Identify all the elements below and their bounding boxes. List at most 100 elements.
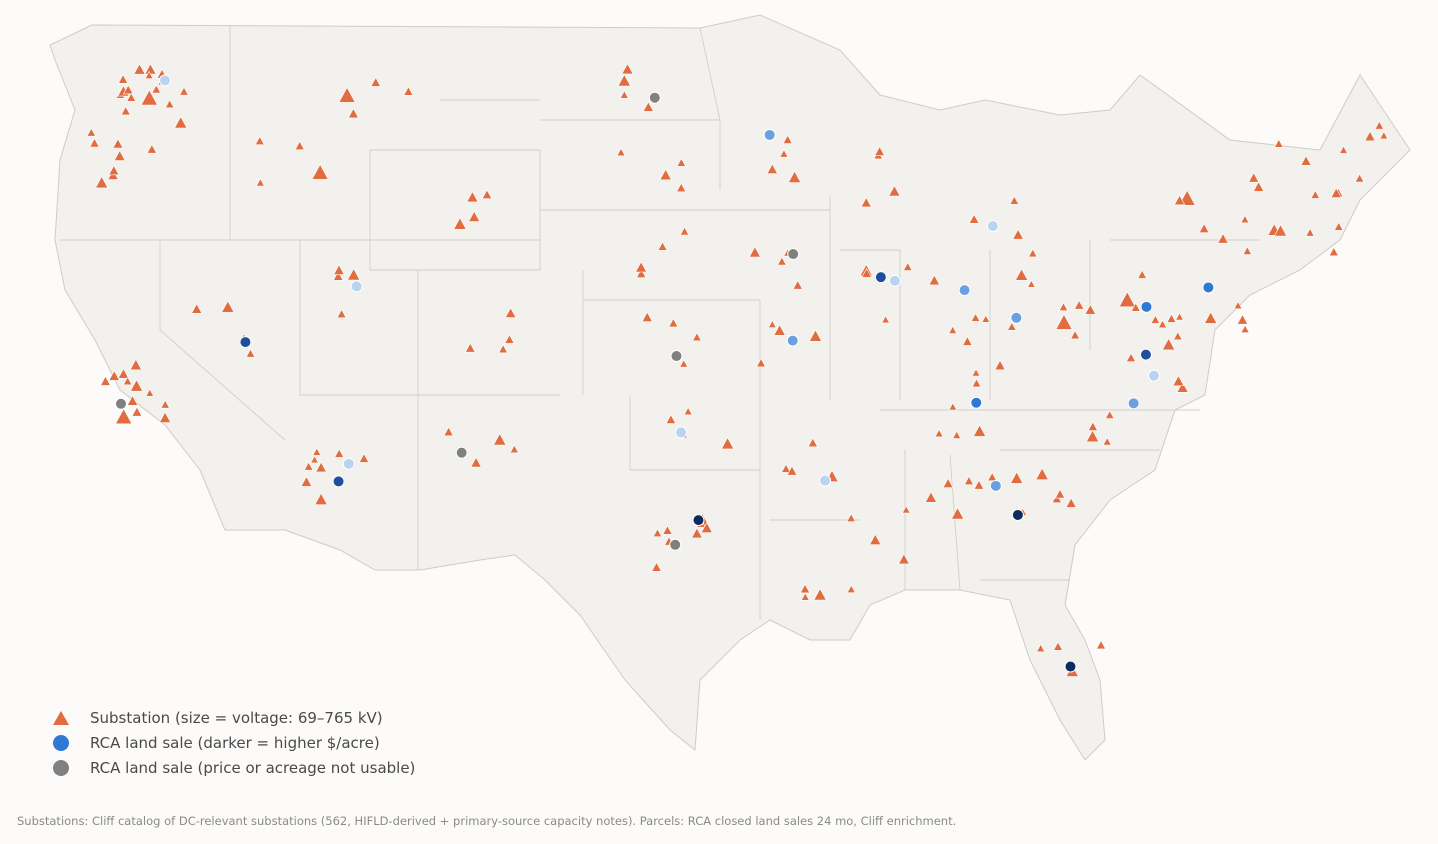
substation-marker xyxy=(164,99,175,109)
substation-marker xyxy=(333,264,345,275)
substation-marker xyxy=(464,342,476,353)
rca-unusable-marker xyxy=(648,91,661,104)
rca-sale-marker xyxy=(786,334,799,347)
substation-marker xyxy=(347,107,359,119)
substation-marker xyxy=(1130,302,1141,312)
rca-sale-marker xyxy=(692,514,705,527)
substation-marker xyxy=(950,507,965,520)
substation-marker xyxy=(1248,172,1260,183)
substation-marker xyxy=(846,513,856,522)
substation-marker xyxy=(333,270,344,281)
legend-item-rca: RCA land sale (darker = higher $/acre) xyxy=(50,733,415,753)
substation-marker xyxy=(1354,173,1365,183)
substation-marker xyxy=(160,399,171,409)
substation-marker xyxy=(1328,246,1339,257)
substation-marker xyxy=(509,444,519,454)
substation-marker xyxy=(948,325,958,334)
substation-marker xyxy=(1175,312,1184,321)
substation-marker xyxy=(659,168,672,181)
rca-sale-marker xyxy=(1139,348,1152,361)
substation-marker xyxy=(108,370,120,381)
substation-marker xyxy=(934,428,944,438)
substation-marker xyxy=(1172,375,1185,387)
substation-marker xyxy=(1105,410,1115,419)
substation-marker xyxy=(122,376,133,386)
substation-marker xyxy=(303,461,314,471)
rca-unusable-marker xyxy=(669,538,682,551)
substation-marker xyxy=(95,175,109,189)
legend-item-rca-unusable: RCA land sale (price or acreage not usab… xyxy=(50,758,415,778)
rca-sale-marker xyxy=(1010,311,1023,324)
substation-marker xyxy=(981,314,991,323)
substation-marker xyxy=(310,455,319,464)
substation-marker xyxy=(443,426,454,437)
rca-sale-marker xyxy=(674,426,687,439)
rca-sale-marker xyxy=(1140,300,1153,313)
substation-marker xyxy=(619,90,629,99)
substation-marker xyxy=(748,246,761,258)
substation-marker xyxy=(100,375,111,386)
substation-marker xyxy=(131,406,143,417)
substation-marker xyxy=(1036,643,1046,653)
substation-marker xyxy=(334,448,345,458)
substation-marker xyxy=(1150,314,1161,324)
legend-label-rca: RCA land sale (darker = higher $/acre) xyxy=(90,734,380,752)
substation-marker xyxy=(782,134,793,144)
rca-sale-marker xyxy=(1202,281,1215,294)
substation-marker xyxy=(1035,467,1049,480)
substation-marker xyxy=(1065,497,1077,508)
substation-marker xyxy=(1176,381,1189,393)
substation-marker xyxy=(89,137,100,148)
substation-marker xyxy=(117,74,129,84)
substation-marker xyxy=(813,588,827,601)
substation-marker xyxy=(1173,194,1186,206)
rca-sale-marker xyxy=(1064,660,1077,673)
circle-icon xyxy=(50,758,72,778)
substation-marker xyxy=(665,414,677,424)
rca-layer xyxy=(114,74,1215,673)
substation-marker xyxy=(962,336,973,346)
substation-marker xyxy=(1379,131,1389,140)
rca-unusable-marker xyxy=(114,397,127,410)
substation-marker xyxy=(312,447,322,456)
substation-marker xyxy=(1217,232,1229,244)
substation-marker xyxy=(987,472,998,482)
substation-marker xyxy=(1125,352,1137,362)
substation-marker xyxy=(808,329,823,342)
substation-marker xyxy=(129,358,143,371)
substation-marker xyxy=(1305,228,1315,237)
substation-marker xyxy=(133,63,146,75)
substation-marker xyxy=(145,388,155,397)
substation-marker xyxy=(1300,155,1312,166)
substation-marker xyxy=(1252,181,1265,192)
substation-marker xyxy=(1053,641,1063,651)
substation-marker xyxy=(179,86,189,96)
substation-marker xyxy=(358,453,370,463)
substation-marker xyxy=(470,456,482,468)
substation-marker xyxy=(616,147,626,157)
substation-marker xyxy=(972,424,987,437)
substation-marker xyxy=(860,197,872,208)
substation-marker xyxy=(311,163,329,180)
triangle-icon xyxy=(50,708,72,728)
map-legend: Substation (size = voltage: 69–765 kV) R… xyxy=(50,708,415,778)
substation-marker xyxy=(773,324,786,336)
substation-marker xyxy=(129,379,144,392)
substation-marker xyxy=(254,135,265,145)
rca-sale-marker xyxy=(342,457,355,470)
substation-marker xyxy=(1240,214,1250,224)
substation-marker xyxy=(1166,313,1177,323)
substation-marker xyxy=(700,521,713,533)
substation-marker xyxy=(668,317,679,328)
substation-marker xyxy=(642,101,654,112)
substation-marker xyxy=(1009,195,1020,205)
substation-marker xyxy=(964,475,974,485)
substation-marker xyxy=(1339,145,1349,154)
substation-marker xyxy=(692,332,702,342)
substation-marker xyxy=(1157,319,1168,329)
substation-marker xyxy=(1012,228,1024,240)
substation-marker xyxy=(901,505,911,514)
rca-sale-marker xyxy=(332,475,345,488)
substation-marker xyxy=(846,584,856,593)
rca-unusable-marker xyxy=(455,446,468,459)
